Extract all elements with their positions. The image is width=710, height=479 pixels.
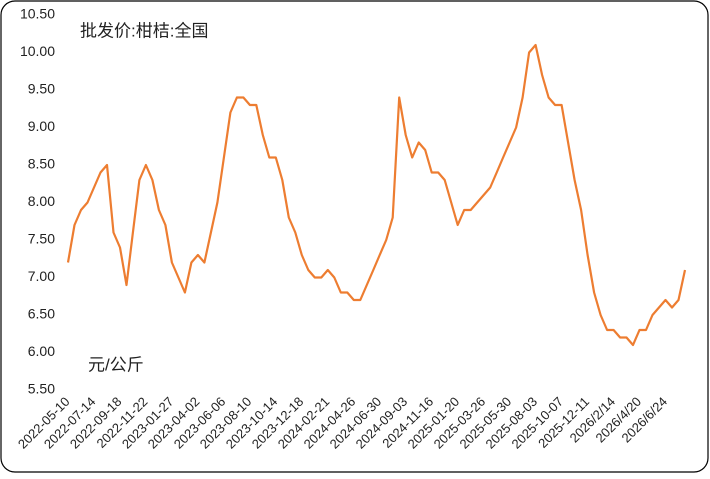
chart-title: 批发价:柑桔:全国 — [80, 21, 208, 40]
y-tick-label: 10.50 — [20, 6, 55, 22]
y-tick-label: 8.00 — [28, 193, 55, 209]
data-line — [66, 43, 687, 347]
y-tick-label: 7.00 — [28, 268, 55, 284]
y-tick-label: 6.50 — [28, 306, 55, 322]
y-axis-unit: 元/公斤 — [88, 355, 144, 374]
y-tick-label: 9.50 — [28, 81, 55, 97]
y-tick-label: 6.00 — [28, 343, 55, 359]
y-tick-label: 10.00 — [20, 43, 55, 59]
y-tick-label: 7.50 — [28, 231, 55, 247]
y-tick-label: 8.50 — [28, 156, 55, 172]
y-tick-label: 9.00 — [28, 118, 55, 134]
y-tick-label: 5.50 — [28, 381, 55, 397]
